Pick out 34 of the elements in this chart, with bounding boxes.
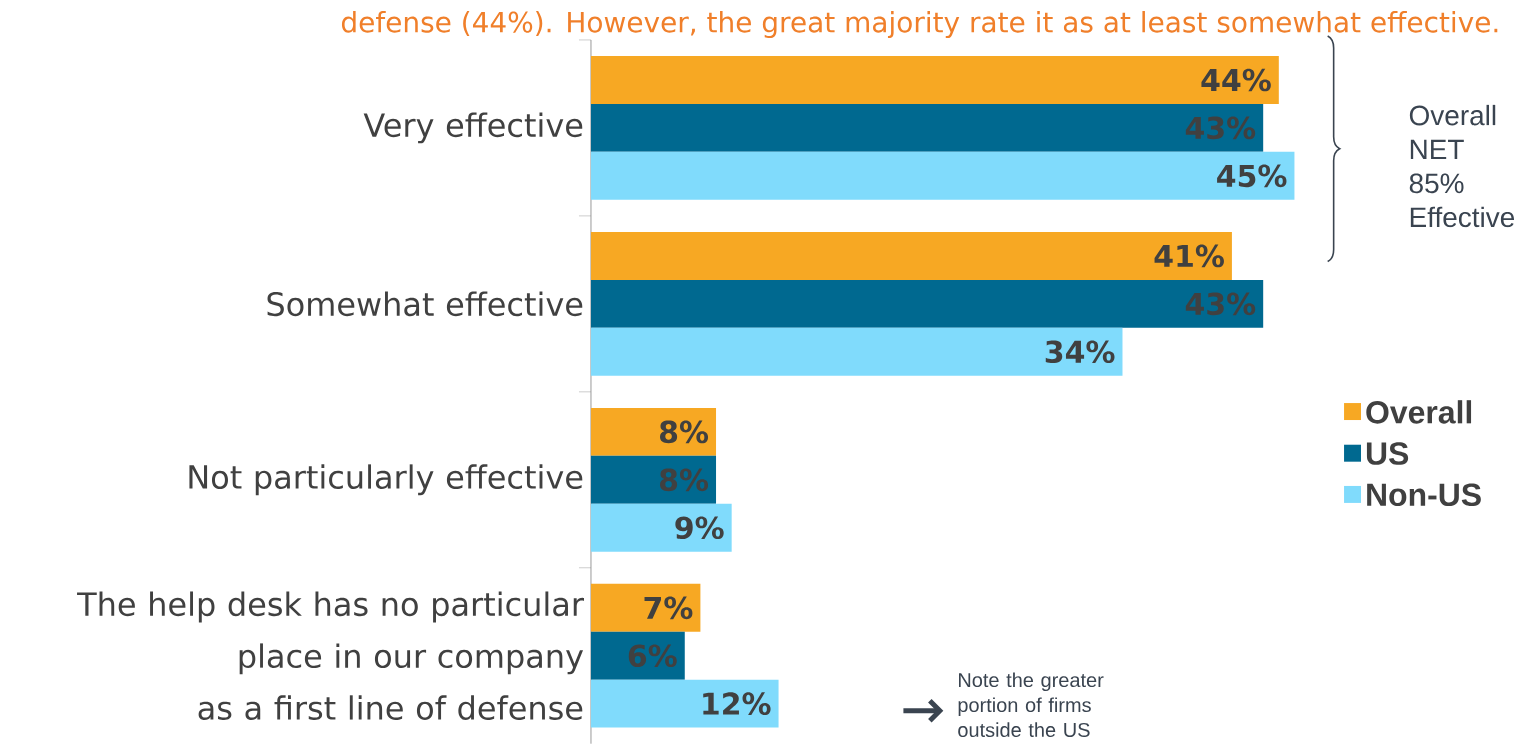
bar — [590, 104, 1264, 153]
bar — [590, 408, 717, 456]
bar — [590, 327, 1123, 376]
bar — [590, 631, 685, 680]
chart-subtitle: defense (44%). However, the great majority rate it as at least somewhat effective. — [341, 11, 1498, 39]
data-label: 43% — [1185, 116, 1256, 140]
legend-label: US — [1366, 442, 1409, 466]
data-label: 6% — [628, 644, 677, 668]
y-tick-label: Not particularly effective — [189, 464, 583, 496]
y-tick-label: Very effective — [363, 112, 583, 144]
bar — [590, 503, 732, 552]
bar — [590, 679, 779, 728]
y-tick-label: Somewhat effective — [267, 291, 583, 317]
bar — [590, 56, 1279, 105]
data-label: 8% — [660, 468, 709, 492]
data-label: 12% — [703, 692, 771, 716]
bar — [590, 152, 1295, 200]
data-label: 7% — [644, 596, 693, 620]
bar — [590, 456, 717, 504]
data-label: 9% — [675, 516, 724, 540]
data-label: 34% — [1045, 340, 1115, 364]
bar — [590, 280, 1264, 328]
legend-label: Non-US — [1367, 483, 1481, 507]
y-tick-label: The help desk has no particular place in our company as a first line of defense — [77, 591, 584, 721]
data-label: 41% — [1154, 244, 1224, 268]
data-label: 44% — [1201, 68, 1271, 92]
legend-label: Overall — [1366, 400, 1472, 424]
annotation: Note the greater portion of firms outside the US — [958, 672, 1104, 738]
data-label: 8% — [660, 420, 709, 444]
data-label: 43% — [1185, 292, 1256, 316]
bar — [590, 232, 1232, 281]
data-label: 45% — [1217, 164, 1287, 188]
text: Overall NET 85% Effective — [1409, 105, 1515, 228]
bar — [590, 584, 701, 632]
